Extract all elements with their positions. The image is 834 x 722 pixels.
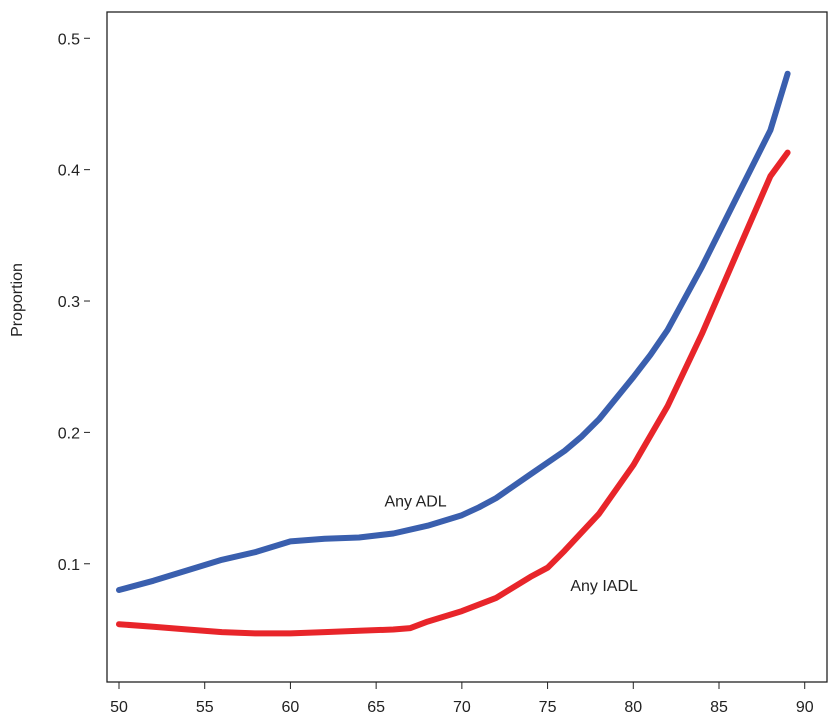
series-line-any-adl — [116, 70, 791, 593]
y-tick-label: 0.4 — [58, 163, 80, 180]
y-axis-title: Proportion — [9, 263, 26, 337]
series-annotation: Any IADL — [570, 578, 638, 595]
plot-frame — [106, 11, 828, 683]
x-tick-label: 70 — [453, 699, 471, 716]
x-tick-label: 90 — [796, 699, 814, 716]
x-tick-label: 55 — [196, 699, 214, 716]
x-tick-label: 65 — [367, 699, 385, 716]
series-layer — [116, 70, 791, 637]
y-tick-label: 0.3 — [58, 294, 80, 311]
annotation-layer: Any ADL Any IADL — [384, 494, 638, 595]
y-tick-label: 0.5 — [58, 31, 80, 48]
series-line-any-iadl — [116, 149, 791, 637]
x-tick-label: 50 — [110, 699, 128, 716]
x-axis: 50 55 60 65 70 75 80 85 90 — [110, 682, 814, 716]
y-tick-label: 0.2 — [58, 425, 80, 442]
x-tick-label: 85 — [710, 699, 728, 716]
y-axis: 0.1 0.2 0.3 0.4 0.5 — [58, 31, 90, 574]
x-tick-label: 80 — [624, 699, 642, 716]
y-tick-label: 0.1 — [58, 557, 80, 574]
series-annotation: Any ADL — [384, 494, 446, 511]
x-tick-label: 60 — [282, 699, 300, 716]
x-tick-label: 75 — [539, 699, 557, 716]
